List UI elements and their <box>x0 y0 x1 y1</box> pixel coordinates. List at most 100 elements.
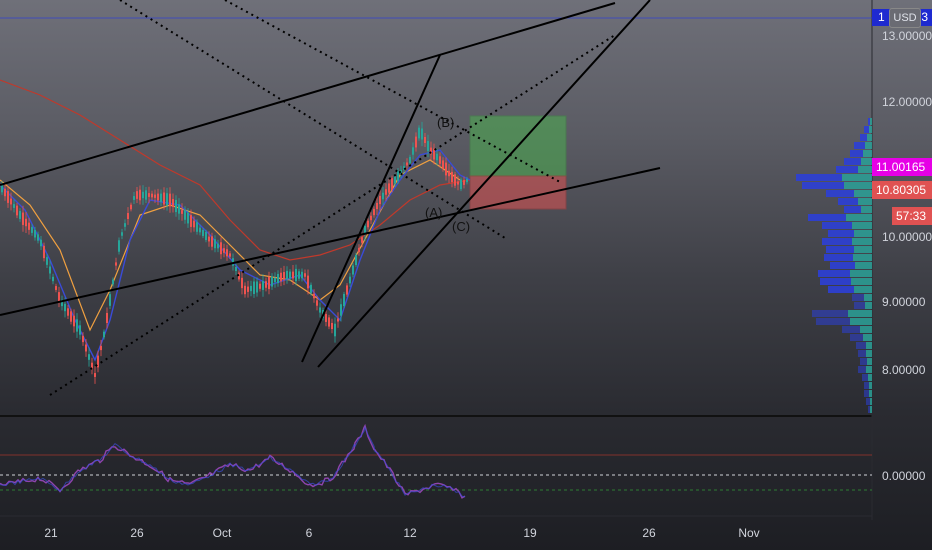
volume-profile-bar <box>818 270 850 277</box>
candle-body <box>154 194 156 198</box>
candle-body <box>229 253 231 257</box>
volume-profile-bar <box>868 118 870 125</box>
volume-profile-bar <box>855 262 872 269</box>
candle-body <box>385 189 387 195</box>
volume-profile <box>796 118 872 413</box>
candle-body <box>133 196 135 200</box>
candle-body <box>199 227 201 233</box>
candle-body <box>148 193 150 197</box>
candle-body <box>139 189 141 201</box>
candle-body <box>304 273 306 277</box>
candle-body <box>448 170 450 177</box>
price-badge-current: 10.80305 <box>872 181 932 199</box>
volume-profile-bar <box>864 126 869 133</box>
volume-profile-bar <box>808 214 846 221</box>
time-tick: 26 <box>642 526 656 540</box>
candle-body <box>394 176 396 184</box>
volume-profile-bar <box>844 182 872 189</box>
candle-body <box>175 199 177 213</box>
candle-body <box>421 128 423 140</box>
currency-button[interactable]: USD <box>889 8 921 28</box>
candle-body <box>439 156 441 164</box>
candle-body <box>220 242 222 255</box>
volume-profile-bar <box>860 134 867 141</box>
candle-body <box>370 215 372 221</box>
volume-profile-bar <box>854 190 872 197</box>
candle-body <box>373 208 375 216</box>
candle-body <box>325 314 327 322</box>
volume-profile-bar <box>863 334 872 341</box>
volume-profile-bar <box>850 334 863 341</box>
candle-body <box>142 191 144 199</box>
candle-body <box>46 257 48 265</box>
time-tick: 21 <box>44 526 58 540</box>
volume-profile-bar <box>856 342 866 349</box>
volume-profile-bar <box>867 358 872 365</box>
candle-body <box>463 180 465 185</box>
price-axis[interactable]: 13.00000 12.00000 10.00000 9.00000 8.000… <box>872 0 932 520</box>
candle-body <box>247 286 249 292</box>
candle-body <box>190 215 192 227</box>
candle-body <box>298 271 300 279</box>
time-tick: 26 <box>130 526 144 540</box>
candle-body <box>442 160 444 169</box>
candle-body <box>103 331 105 338</box>
candle-body <box>112 279 114 285</box>
candle-body <box>88 354 90 360</box>
time-tick: 6 <box>305 526 313 540</box>
candle-body <box>457 181 459 185</box>
candle-body <box>91 362 93 370</box>
volume-profile-bar <box>854 302 865 309</box>
volume-profile-bar <box>868 406 870 413</box>
volume-profile-bar <box>869 382 872 389</box>
candle-body <box>16 205 18 216</box>
candle-body <box>433 148 435 160</box>
price-tick: 13.00000 <box>882 29 932 43</box>
candle-body <box>100 345 102 351</box>
candle-body <box>55 286 57 290</box>
candle-body <box>388 183 390 193</box>
wave-label-a: (A) <box>425 205 443 220</box>
price-badge-top-prefix: 1 <box>878 10 885 24</box>
price-tick: 10.00000 <box>882 230 932 244</box>
volume-profile-bar <box>850 150 863 157</box>
wave-label-b: (B) <box>437 115 455 130</box>
volume-profile-bar <box>820 278 851 285</box>
candle-body <box>4 188 6 197</box>
volume-profile-bar <box>812 310 848 317</box>
candle-body <box>466 179 468 183</box>
volume-profile-bar <box>864 390 869 397</box>
candle-body <box>121 232 123 236</box>
candle-body <box>82 335 84 343</box>
candle-body <box>124 223 126 227</box>
volume-profile-bar <box>853 254 872 261</box>
candle-body <box>358 247 360 253</box>
volume-profile-bar <box>869 126 872 133</box>
candle-body <box>349 276 351 284</box>
candle-body <box>250 285 252 292</box>
volume-profile-bar <box>851 278 872 285</box>
volume-profile-bar <box>861 158 872 165</box>
candle-body <box>184 210 186 220</box>
volume-profile-bar <box>861 206 872 213</box>
volume-profile-bar <box>828 286 854 293</box>
trendline-upper-channel <box>0 2 616 186</box>
volume-profile-bar <box>844 206 861 213</box>
ema-blue-line <box>0 149 471 362</box>
candle-body <box>283 272 285 279</box>
candle-body <box>64 303 66 312</box>
candle-body <box>253 281 255 294</box>
volume-profile-bar <box>865 302 872 309</box>
volume-profile-bar <box>830 262 855 269</box>
candle-body <box>403 166 405 170</box>
candle-body <box>70 311 72 322</box>
price-badge-magenta: 11.00165 <box>872 158 932 176</box>
candle-body <box>316 300 318 306</box>
candle-body <box>217 243 219 249</box>
candle-body <box>85 344 87 352</box>
candle-body <box>196 222 198 232</box>
volume-profile-bar <box>796 174 842 181</box>
candle-body <box>223 248 225 253</box>
